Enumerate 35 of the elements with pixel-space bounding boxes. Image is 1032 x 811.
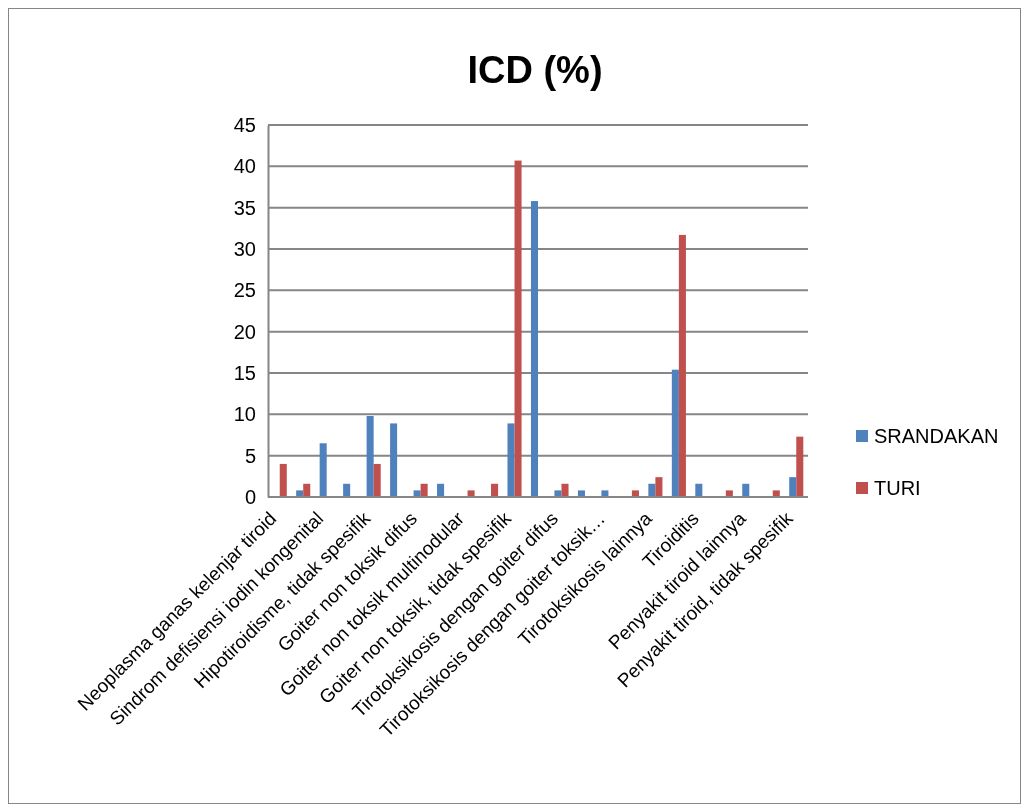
bar xyxy=(343,483,351,497)
bar xyxy=(366,415,374,497)
bar xyxy=(514,160,522,497)
bar xyxy=(437,483,445,497)
y-tick-label: 35 xyxy=(233,196,256,219)
y-tick-label: 30 xyxy=(233,237,256,260)
bar xyxy=(655,477,663,497)
y-tick-label: 40 xyxy=(233,155,256,178)
legend-label: TURI xyxy=(874,477,921,499)
bar xyxy=(491,483,499,497)
bar xyxy=(678,234,686,497)
bar xyxy=(507,423,515,497)
y-tick-label: 25 xyxy=(233,279,256,302)
legend-label: SRANDAKAN xyxy=(874,425,999,447)
bar xyxy=(390,423,398,497)
bar xyxy=(671,369,679,497)
y-tick-label: 5 xyxy=(244,444,256,467)
y-tick-label: 0 xyxy=(244,485,256,508)
bar xyxy=(420,483,428,497)
bar xyxy=(742,483,750,497)
bar xyxy=(303,483,311,497)
bar xyxy=(648,483,656,497)
bar xyxy=(279,463,287,497)
y-tick-label: 10 xyxy=(233,403,256,426)
bar xyxy=(561,483,569,497)
bar xyxy=(789,477,797,497)
bar xyxy=(373,463,381,497)
bar xyxy=(530,201,538,497)
y-tick-label: 20 xyxy=(233,320,256,343)
bar xyxy=(695,483,703,497)
y-tick-label: 15 xyxy=(233,361,256,384)
bar xyxy=(796,436,804,497)
bar xyxy=(319,443,327,497)
chart-title: ICD (%) xyxy=(467,49,603,91)
y-tick-label: 45 xyxy=(233,113,256,136)
